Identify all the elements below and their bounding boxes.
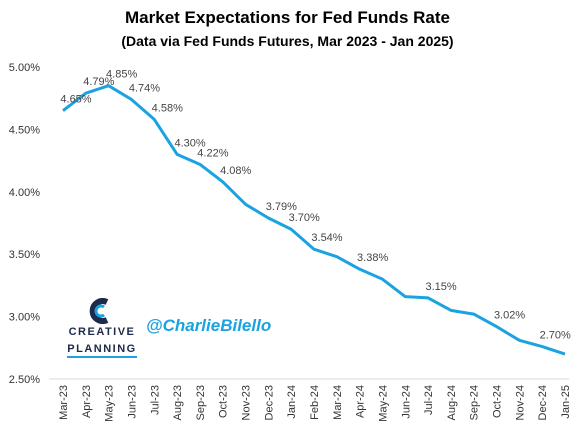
x-tick-label: Mar-24: [332, 385, 344, 420]
data-label: 3.54%: [311, 232, 342, 244]
data-label: 4.08%: [220, 165, 251, 177]
x-tick-label: Apr-23: [81, 385, 93, 418]
x-tick-label: Dec-23: [263, 385, 275, 420]
x-tick-label: Apr-24: [355, 385, 367, 418]
data-label: 3.02%: [494, 310, 525, 322]
series-line: [62, 84, 566, 356]
x-tick-label: Feb-24: [309, 385, 321, 420]
data-label: 4.79%: [83, 76, 114, 88]
data-label: 4.30%: [174, 137, 205, 149]
creative-planning-logo-icon: [89, 298, 109, 324]
x-tick-label: Jun-23: [126, 385, 138, 419]
y-axis: 2.50% 3.00% 3.50% 4.00% 4.50% 5.00%: [9, 62, 40, 386]
creative-planning-logo: CREATIVE PLANNING: [62, 298, 142, 358]
series-line-group: [62, 84, 566, 356]
x-tick-label: Jan-25: [560, 385, 572, 419]
data-label: 4.22%: [197, 147, 228, 159]
data-label: 4.74%: [129, 82, 160, 94]
data-label: 3.38%: [357, 252, 388, 264]
x-tick-label: Sep-24: [469, 385, 481, 420]
x-axis: Mar-23 Apr-23 May-23 Jun-23 Jul-23 Aug-23 Sep-…: [49, 378, 572, 422]
x-tick-label: Oct-24: [492, 385, 504, 418]
data-label: 3.15%: [425, 281, 456, 293]
data-label: 4.65%: [60, 94, 91, 106]
logo-line2: PLANNING: [67, 343, 137, 358]
x-tick-label: Sep-23: [195, 385, 207, 420]
chart-subtitle: (Data via Fed Funds Futures, Mar 2023 - …: [121, 33, 454, 49]
data-label: 4.58%: [152, 102, 183, 114]
data-label: 2.70%: [540, 330, 571, 342]
x-tick-label: May-24: [377, 385, 389, 422]
x-tick-label: Oct-23: [218, 385, 230, 418]
x-tick-label: Aug-23: [172, 385, 184, 420]
x-tick-label: Jun-24: [400, 385, 412, 419]
x-tick-label: Jul-23: [149, 385, 161, 415]
y-tick-label: 2.50%: [9, 374, 40, 386]
y-tick-label: 3.50%: [9, 249, 40, 261]
y-tick-label: 5.00%: [9, 62, 40, 74]
x-tick-label: Dec-24: [537, 385, 549, 420]
data-label: 3.79%: [266, 201, 297, 213]
logo-line1: CREATIVE: [68, 326, 136, 338]
x-tick-label: Nov-24: [514, 385, 526, 420]
x-tick-label: Jan-24: [286, 385, 298, 419]
data-labels: 4.65% 4.79%4.85%4.74% 4.58% 4.30%4.22% 4.08%…: [60, 69, 571, 342]
data-label: 3.70%: [289, 212, 320, 224]
x-tick-label: Aug-24: [446, 385, 458, 420]
y-tick-label: 4.00%: [9, 187, 40, 199]
chart-title: Market Expectations for Fed Funds Rate: [125, 8, 450, 27]
y-tick-label: 3.00%: [9, 312, 40, 324]
x-tick-label: Jul-24: [423, 385, 435, 415]
y-tick-label: 4.50%: [9, 124, 40, 136]
x-tick-label: May-23: [104, 385, 116, 422]
x-tick-label: Mar-23: [58, 385, 70, 420]
twitter-handle: @CharlieBilello: [146, 316, 272, 335]
x-tick-label: Nov-23: [241, 385, 253, 420]
data-label: 4.85%: [106, 69, 137, 81]
